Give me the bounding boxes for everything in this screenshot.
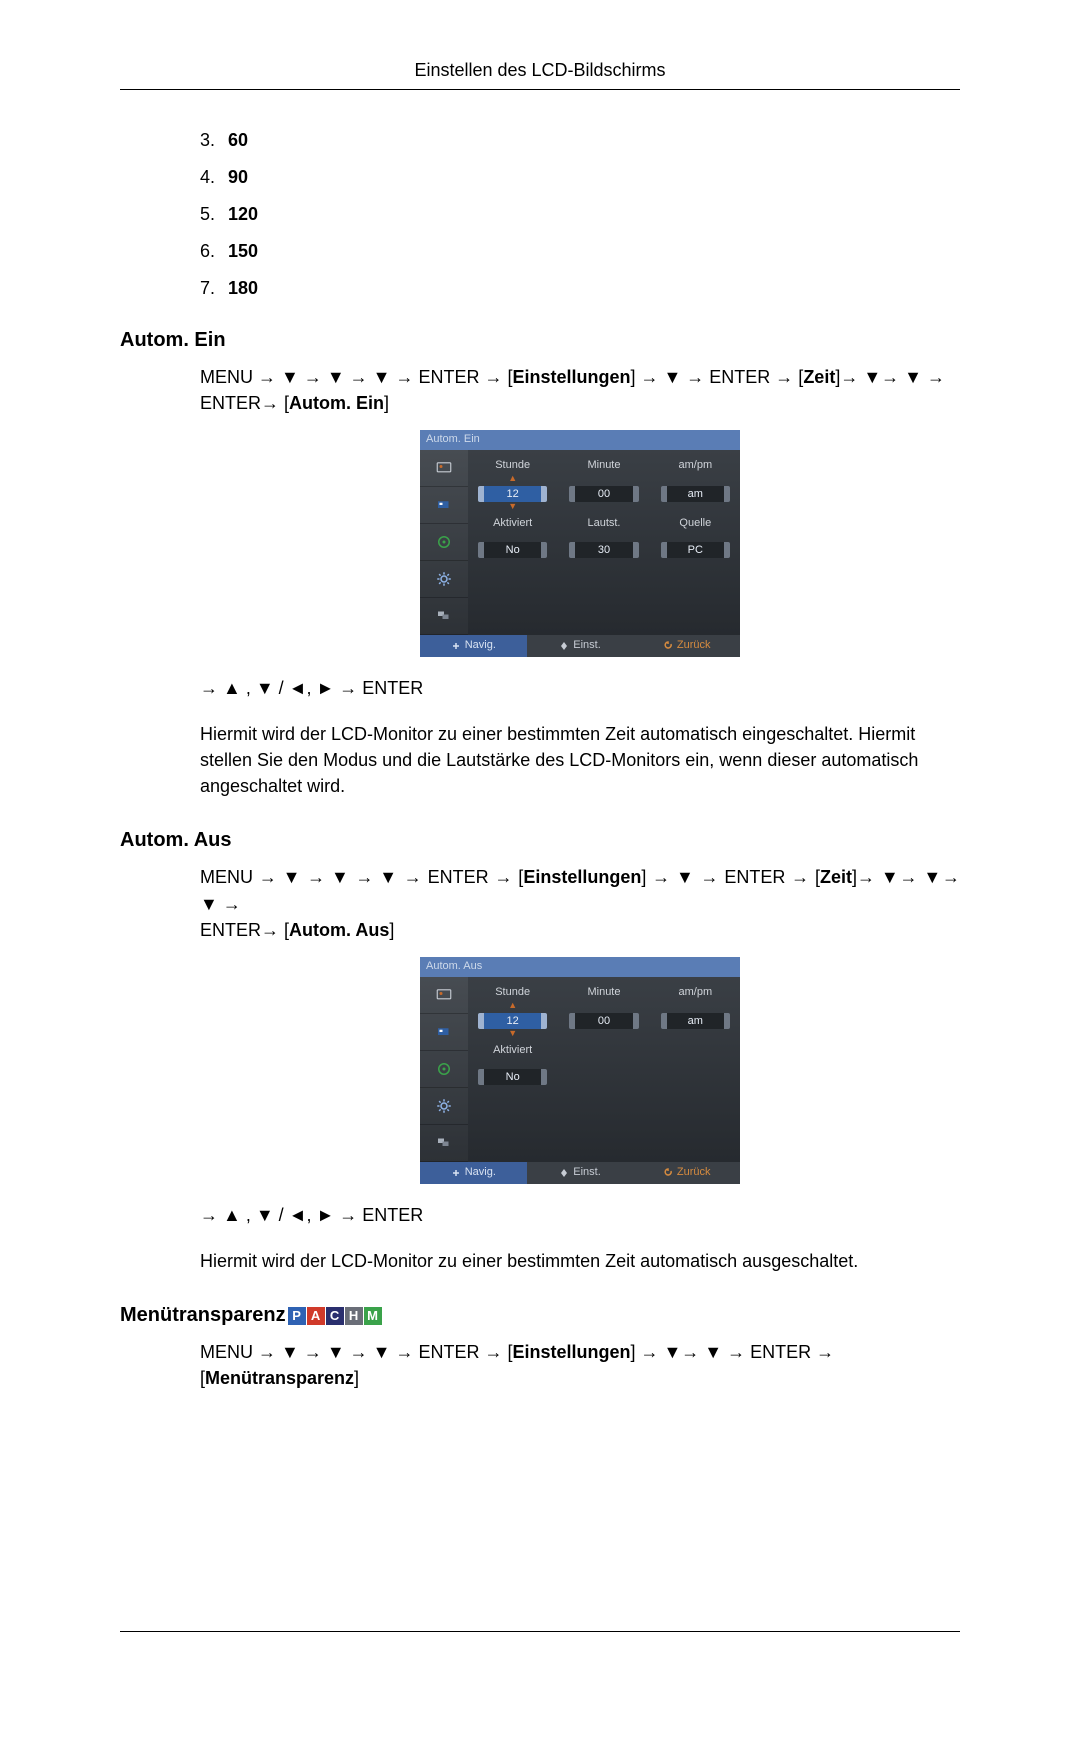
osd-screenshot-autom-aus: Autom. Aus Stunde▲12▼ Minute00 am/pmam bbox=[420, 957, 740, 1184]
settings-icon bbox=[420, 1088, 468, 1125]
badge-p: P bbox=[288, 1307, 306, 1325]
badge-h: H bbox=[345, 1307, 363, 1325]
nav-path-autom-ein: MENU → ▼ → ▼ → ▼ → ENTER → [Einstellunge… bbox=[200, 364, 960, 416]
sound-icon bbox=[420, 1051, 468, 1088]
page-header: Einstellen des LCD-Bildschirms bbox=[120, 60, 960, 90]
input-icon bbox=[420, 487, 468, 524]
mode-badges: P A C H M bbox=[288, 1307, 382, 1325]
multi-icon bbox=[420, 598, 468, 635]
input-icon bbox=[420, 1014, 468, 1051]
settings-icon bbox=[420, 561, 468, 598]
section-title-autom-ein: Autom. Ein bbox=[120, 329, 960, 352]
list-item: 3.60 bbox=[200, 130, 960, 151]
nav-path-menutransparenz: MENU → ▼ → ▼ → ▼ → ENTER → [Einstellunge… bbox=[200, 1339, 960, 1391]
sound-icon bbox=[420, 524, 468, 561]
section-title-menutransparenz: Menütransparenz P A C H M bbox=[120, 1304, 960, 1327]
multi-icon bbox=[420, 1125, 468, 1162]
list-item: 4.90 bbox=[200, 167, 960, 188]
numbered-list: 3.60 4.90 5.120 6.150 7.180 bbox=[200, 130, 960, 299]
list-item: 7.180 bbox=[200, 278, 960, 299]
description-autom-ein: Hiermit wird der LCD-Monitor zu einer be… bbox=[200, 721, 960, 799]
picture-icon bbox=[420, 977, 468, 1014]
osd-title: Autom. Ein bbox=[420, 430, 740, 450]
badge-c: C bbox=[326, 1307, 344, 1325]
controls-line: → ▲ , ▼ / ◄, ► → ENTER bbox=[200, 675, 960, 701]
section-title-autom-aus: Autom. Aus bbox=[120, 829, 960, 852]
osd-title: Autom. Aus bbox=[420, 957, 740, 977]
description-autom-aus: Hiermit wird der LCD-Monitor zu einer be… bbox=[200, 1248, 960, 1274]
footer-rule bbox=[120, 1631, 960, 1632]
list-item: 5.120 bbox=[200, 204, 960, 225]
osd-screenshot-autom-ein: Autom. Ein Stunde▲12▼ Minute00 am/pmam bbox=[420, 430, 740, 657]
osd-footer: Navig. Einst. Zurück bbox=[420, 1162, 740, 1184]
picture-icon bbox=[420, 450, 468, 487]
osd-footer: Navig. Einst. Zurück bbox=[420, 635, 740, 657]
badge-a: A bbox=[307, 1307, 325, 1325]
badge-m: M bbox=[364, 1307, 382, 1325]
nav-path-autom-aus: MENU → ▼ → ▼ → ▼ → ENTER → [Einstellunge… bbox=[200, 864, 960, 942]
osd-sidebar bbox=[420, 977, 468, 1162]
osd-sidebar bbox=[420, 450, 468, 635]
controls-line: → ▲ , ▼ / ◄, ► → ENTER bbox=[200, 1202, 960, 1228]
list-item: 6.150 bbox=[200, 241, 960, 262]
